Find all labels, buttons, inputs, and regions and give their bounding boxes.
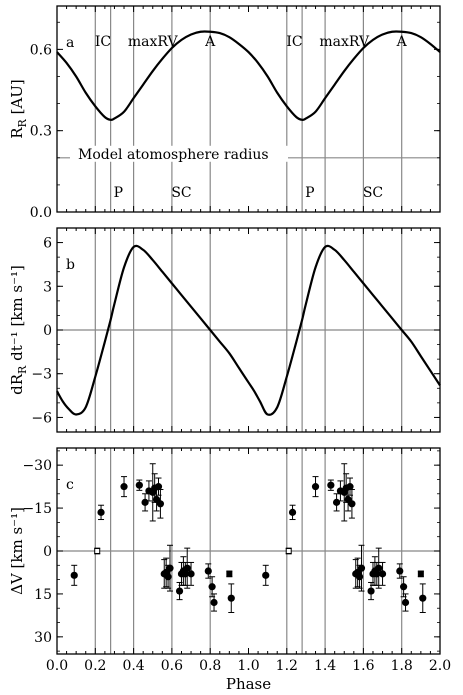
- x-tick-label: 0.2: [84, 658, 106, 674]
- data-point: [285, 548, 292, 554]
- panel-b-velocity: −6 −3 0 3 6 dRR dt⁻¹ [km s⁻¹] b: [8, 227, 441, 433]
- data-point: [120, 483, 128, 491]
- x-tick-label: 0.6: [161, 658, 183, 674]
- data-point: [262, 571, 270, 579]
- x-tick-label: 0.4: [122, 658, 144, 674]
- phase-annotation: A: [204, 34, 216, 50]
- x-tick-label: 1.6: [352, 658, 374, 674]
- panel-label: a: [66, 35, 74, 51]
- y-tick-label: 6: [43, 236, 52, 252]
- x-tick-label: 0.0: [46, 658, 68, 674]
- x-tick-label: 1.0: [237, 658, 259, 674]
- data-point: [227, 594, 235, 602]
- phase-annotation: P: [114, 185, 123, 201]
- phase-annotation: P: [305, 185, 314, 201]
- data-point: [141, 498, 149, 506]
- data-point: [346, 483, 354, 491]
- data-point: [204, 567, 212, 575]
- y-axis-label: ΔV [km s⁻¹]: [8, 507, 26, 595]
- y-tick-label: 30: [34, 630, 52, 646]
- plot-frame: [56, 5, 441, 213]
- y-tick-label: −6: [31, 410, 52, 426]
- phase-annotation: maxRV: [128, 34, 179, 50]
- data-point: [367, 587, 375, 595]
- data-point: [226, 570, 233, 577]
- phase-annotation: A: [396, 34, 408, 50]
- data-point: [417, 570, 424, 577]
- x-tick-label: 1.4: [314, 658, 336, 674]
- data-point: [396, 567, 404, 575]
- data-point: [210, 598, 218, 607]
- data-point: [327, 481, 335, 489]
- panel-a-radius: 0.0 0.3 0.6 RR [AU] a IC maxRV A IC maxRV A P SC P SC M…: [8, 5, 441, 221]
- panel-label: c: [66, 477, 74, 493]
- data-point: [166, 564, 174, 572]
- data-point: [355, 573, 364, 581]
- data-point: [187, 570, 195, 578]
- series-line: [56, 244, 441, 416]
- y-axis-label: RR [AU]: [8, 79, 29, 139]
- hline-label: Model atomosphere radius: [78, 147, 269, 163]
- panel-label: b: [66, 257, 75, 273]
- data-point: [135, 481, 143, 489]
- y-tick-label: 0.0: [30, 205, 52, 221]
- data-point: [332, 498, 341, 506]
- data-point: [288, 508, 297, 516]
- data-point: [419, 594, 427, 602]
- data-point: [154, 483, 163, 491]
- y-tick-label: 15: [34, 587, 52, 603]
- data-point: [175, 587, 184, 595]
- y-tick-label: 3: [43, 279, 52, 295]
- data-point: [70, 571, 78, 579]
- data-point: [378, 570, 387, 578]
- data-point: [400, 583, 408, 591]
- y-tick-label: −3: [31, 367, 52, 383]
- data-point: [97, 508, 105, 516]
- phase-annotation: maxRV: [319, 34, 370, 50]
- phase-annotation: SC: [363, 185, 383, 201]
- phase-annotation: IC: [95, 34, 111, 50]
- x-tick-label: 0.8: [199, 658, 221, 674]
- data-point: [183, 564, 191, 572]
- data-point: [401, 598, 410, 607]
- data-point: [94, 548, 101, 554]
- data-point: [156, 500, 165, 508]
- phase-annotation: SC: [171, 185, 191, 201]
- x-tick-label: 1.2: [276, 658, 298, 674]
- data-point: [375, 564, 383, 572]
- y-tick-label: 0: [43, 323, 52, 339]
- hline-label-bg: [70, 145, 288, 162]
- y-tick-label: −30: [22, 458, 52, 474]
- data-point: [208, 583, 216, 591]
- x-tick-label: 1.8: [391, 658, 413, 674]
- data-point: [164, 573, 172, 581]
- phase-annotation: IC: [286, 34, 302, 50]
- x-axis-label: Phase: [226, 675, 271, 693]
- y-tick-label: 0.3: [30, 124, 52, 140]
- y-tick-label: −15: [22, 501, 52, 517]
- x-tick-label: 2.0: [429, 658, 451, 674]
- y-tick-label: 0.6: [30, 42, 52, 58]
- panel-c-delta-v: −30 −15 0 15 30 0.0 0.2 0.4 0.6 0.8 1.0 1.2 1.4 1.6 1.…: [8, 447, 451, 674]
- data-point: [348, 500, 356, 508]
- y-tick-label: 0: [43, 544, 52, 560]
- y-axis-label: dRR dt⁻¹ [km s⁻¹]: [8, 265, 29, 395]
- data-point: [357, 564, 366, 572]
- data-point: [311, 483, 320, 491]
- series-line: [56, 30, 441, 122]
